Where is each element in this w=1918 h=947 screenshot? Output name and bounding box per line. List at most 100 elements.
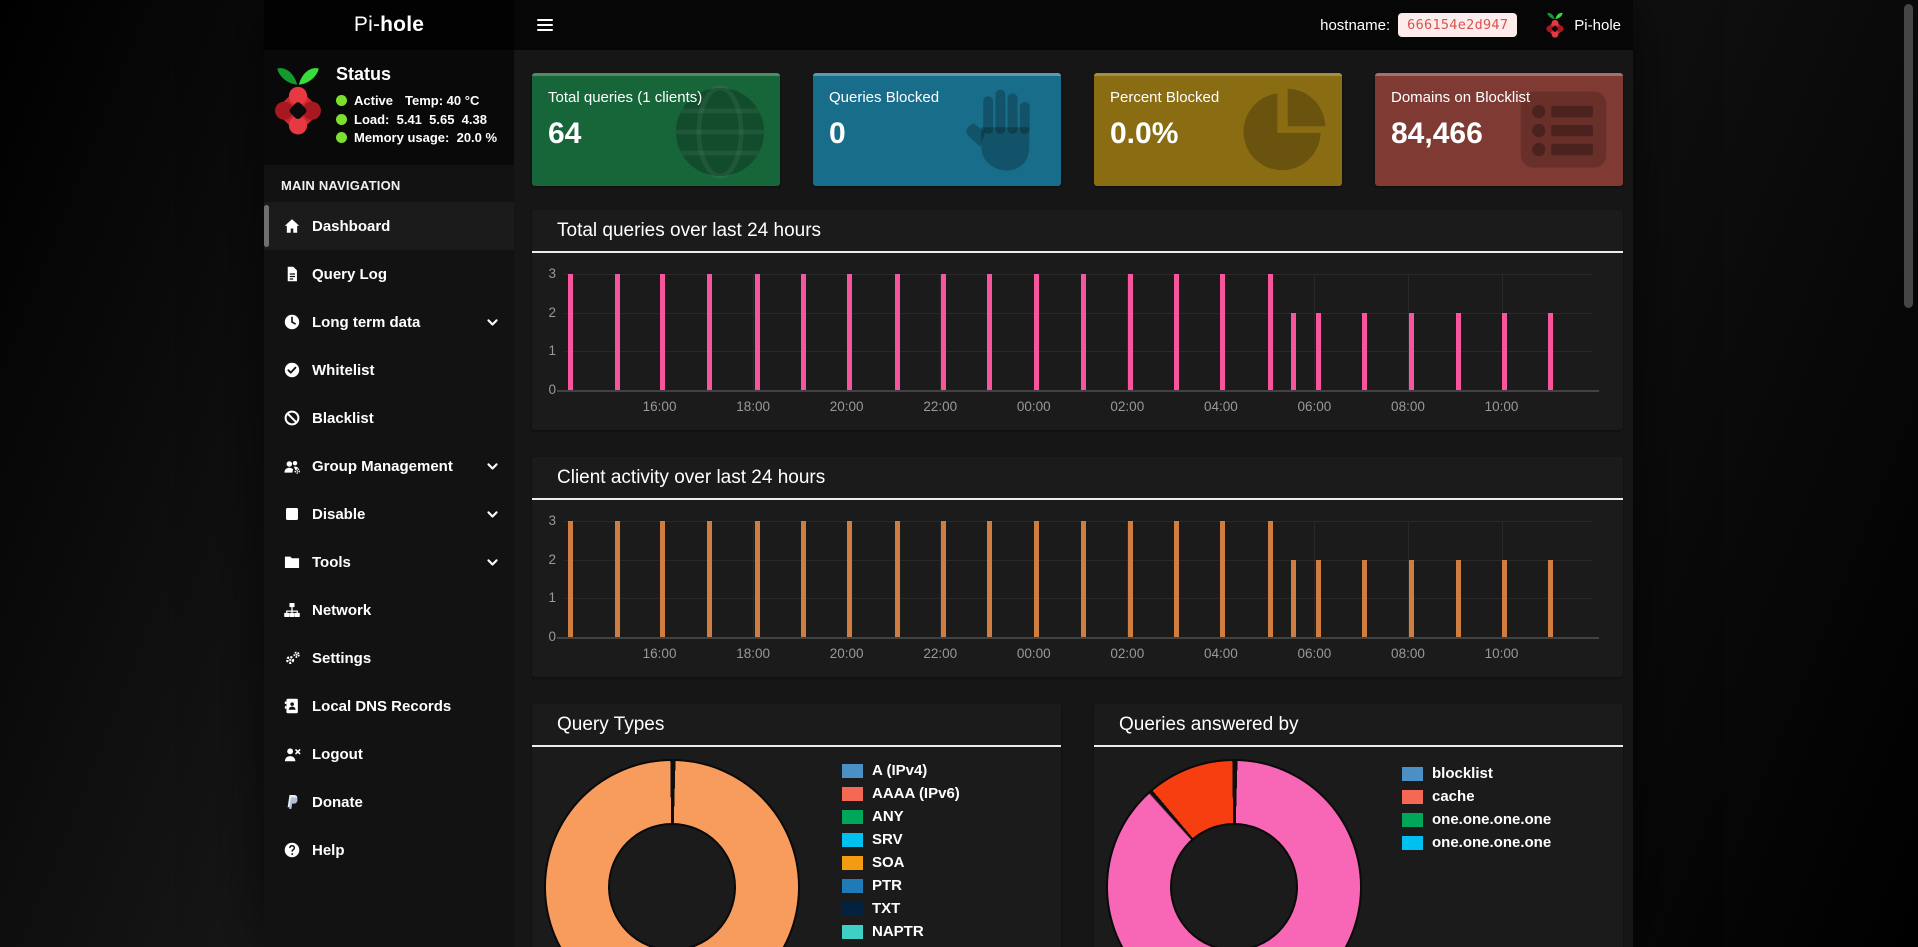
home-icon (282, 216, 302, 236)
legend-item-ptr[interactable]: PTR (842, 878, 960, 893)
page-scrollbar[interactable] (1904, 4, 1913, 308)
raspberry-logo (272, 60, 324, 149)
chart-bar (754, 274, 760, 390)
card-total-queries-1-clients[interactable]: Total queries (1 clients) 64 (532, 73, 780, 186)
card-domains-on-blocklist[interactable]: Domains on Blocklist 84,466 (1375, 73, 1623, 186)
sidebar-item-whitelist[interactable]: Whitelist (264, 346, 514, 394)
sidebar-item-network[interactable]: Network (264, 586, 514, 634)
content-area: Total queries (1 clients) 64 Queries Block… (514, 50, 1633, 947)
card-queries-blocked[interactable]: Queries Blocked 0 (813, 73, 1061, 186)
x-axis-tick: 10:00 (1484, 399, 1519, 414)
chart-bar (894, 274, 900, 390)
card-percent-blocked[interactable]: Percent Blocked 0.0% (1094, 73, 1342, 186)
sidebar-item-tools[interactable]: Tools (264, 538, 514, 586)
legend-item-one-one-one-one[interactable]: one.one.one.one (1402, 835, 1551, 850)
legend-item-one-one-one-one[interactable]: one.one.one.one (1402, 812, 1551, 827)
chart-bar (1408, 312, 1414, 390)
chart-bar (1548, 559, 1554, 637)
legend-item-srv[interactable]: SRV (842, 831, 960, 848)
queries-answered-panel: Queries answered by blocklist cache one.on… (1094, 704, 1623, 947)
hostname-label: hostname: (1320, 16, 1391, 34)
sidebar-item-label: Local DNS Records (312, 697, 452, 715)
hostname-badge: 666154e2d947 (1398, 13, 1518, 37)
sidebar-item-logout[interactable]: Logout (264, 730, 514, 778)
legend-item-a-ipv4[interactable]: A (IPv4) (842, 763, 960, 778)
legend-swatch (842, 810, 863, 824)
y-axis-tick: 2 (548, 551, 556, 567)
sidebar-item-query-log[interactable]: Query Log (264, 250, 514, 298)
gridline (846, 521, 848, 637)
queries-answered-legend: blocklist cache one.one.one.one one.one.one… (1402, 766, 1551, 859)
chart-bar (987, 521, 993, 637)
card-value: 0.0% (1110, 117, 1179, 150)
legend-label: ANY (872, 808, 904, 825)
card-title: Domains on Blocklist (1391, 89, 1531, 106)
sidebar-item-donate[interactable]: Donate (264, 778, 514, 826)
legend-label: SRV (872, 831, 903, 848)
chart-bar (1220, 274, 1226, 390)
chart-bar (940, 521, 946, 637)
chart-bar (567, 521, 573, 637)
sidebar-item-dashboard[interactable]: Dashboard (264, 202, 514, 250)
legend-label: NAPTR (872, 923, 924, 940)
chart-bar (707, 521, 713, 637)
x-axis-tick: 00:00 (1016, 399, 1051, 414)
chart-bar (1408, 559, 1414, 637)
legend-item-cache[interactable]: cache (1402, 789, 1551, 804)
chart-bar (1174, 521, 1180, 637)
x-axis-tick: 06:00 (1297, 399, 1332, 414)
user-x-icon (282, 744, 302, 764)
card-value: 0 (829, 117, 846, 150)
legend-item-any[interactable]: ANY (842, 808, 960, 825)
x-axis-tick: 18:00 (736, 646, 771, 661)
pihole-app: Pi-hole hostname: 666154e2d947 Pi-hole S… (264, 0, 1633, 947)
paypal-icon (282, 792, 302, 812)
status-line-load: Load: 5.41 5.65 4.38 (336, 112, 497, 127)
gridline (565, 559, 1593, 561)
gridline (565, 274, 1593, 275)
sidebar-item-label: Long term data (312, 313, 421, 331)
x-axis-tick: 18:00 (736, 399, 771, 414)
legend-item-txt[interactable]: TXT (842, 901, 960, 916)
legend-swatch (1402, 767, 1423, 781)
chart-bar (1502, 559, 1508, 637)
legend-item-naptr[interactable]: NAPTR (842, 923, 960, 940)
y-axis-tick: 0 (548, 629, 556, 644)
chart-bar (1316, 312, 1322, 390)
sidebar-toggle-icon[interactable] (531, 13, 559, 38)
legend-swatch (842, 879, 863, 893)
sidebar-item-help[interactable]: Help (264, 826, 514, 874)
chart-bar (894, 521, 900, 637)
sidebar-item-settings[interactable]: Settings (264, 634, 514, 682)
legend-item-aaaa-ipv6[interactable]: AAAA (IPv6) (842, 786, 960, 801)
card-title: Percent Blocked (1110, 89, 1220, 106)
brand-bold: hole (380, 13, 425, 36)
y-axis-tick: 0 (548, 382, 556, 397)
query-types-donut (546, 761, 798, 947)
x-axis-tick: 22:00 (923, 646, 958, 661)
status-panel: Status Active Temp: 40 °C Load: 5.41 5.6… (264, 50, 514, 165)
brand-logo[interactable]: Pi-hole (264, 0, 514, 50)
pie-icon (1236, 84, 1330, 183)
sidebar-item-local-dns-records[interactable]: Local DNS Records (264, 682, 514, 730)
chevron-down-icon (486, 460, 499, 473)
total-queries-panel: Total queries over last 24 hours 0 1 2 3 16:… (532, 210, 1623, 430)
chart-bar (800, 521, 806, 637)
query-types-panel: Query Types A (IPv4) AAAA (IPv6) ANY SRV SOA… (532, 704, 1061, 947)
donut-panels-row: Query Types A (IPv4) AAAA (IPv6) ANY SRV SOA… (532, 704, 1623, 947)
chart-bar (1291, 312, 1297, 390)
sidebar-item-label: Donate (312, 793, 363, 811)
sidebar-item-long-term-data[interactable]: Long term data (264, 298, 514, 346)
sidebar-item-blacklist[interactable]: Blacklist (264, 394, 514, 442)
sidebar-item-disable[interactable]: Disable (264, 490, 514, 538)
legend-item-soa[interactable]: SOA (842, 855, 960, 870)
sidebar-item-label: Network (312, 601, 372, 619)
sidebar-item-group-management[interactable]: Group Management (264, 442, 514, 490)
gridline (659, 521, 661, 637)
x-axis-tick: 02:00 (1110, 399, 1145, 414)
legend-swatch (1402, 813, 1423, 827)
chart-bar (1034, 521, 1040, 637)
chart-bar (1034, 274, 1040, 390)
queries-answered-donut (1108, 761, 1360, 947)
legend-item-blocklist[interactable]: blocklist (1402, 766, 1551, 781)
